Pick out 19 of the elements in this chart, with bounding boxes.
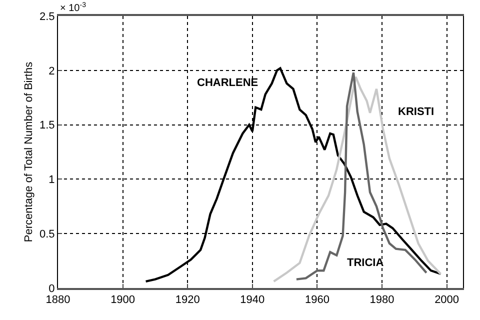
line-series: [272, 76, 442, 283]
y-tick-label: 1.5: [40, 120, 55, 132]
y-tick-label: 1: [48, 174, 55, 186]
x-tick-label: 1900: [110, 294, 136, 306]
series-label: CHARLENE: [197, 77, 258, 89]
x-tick-label: 1980: [370, 294, 394, 306]
x-tick-label: 1880: [46, 294, 70, 306]
y-axis-title: Percentage of Total Number of Births: [23, 61, 36, 242]
series-label: TRICIA: [347, 257, 384, 269]
y-tick-label: 0.5: [40, 228, 55, 240]
x-tick-label: 1960: [304, 294, 330, 306]
y-tick-label: 2: [48, 65, 55, 78]
series-label: KRISTI: [398, 106, 434, 118]
x-tick-label: 1920: [175, 294, 200, 306]
y-tick-label: 2.5: [40, 10, 55, 23]
x-tick-label: 1940: [240, 294, 265, 306]
x-tick-label: 2000: [434, 294, 460, 306]
y-tick-label: 0: [48, 282, 55, 295]
text: × 10$^{-3}$: [60, 2, 86, 14]
